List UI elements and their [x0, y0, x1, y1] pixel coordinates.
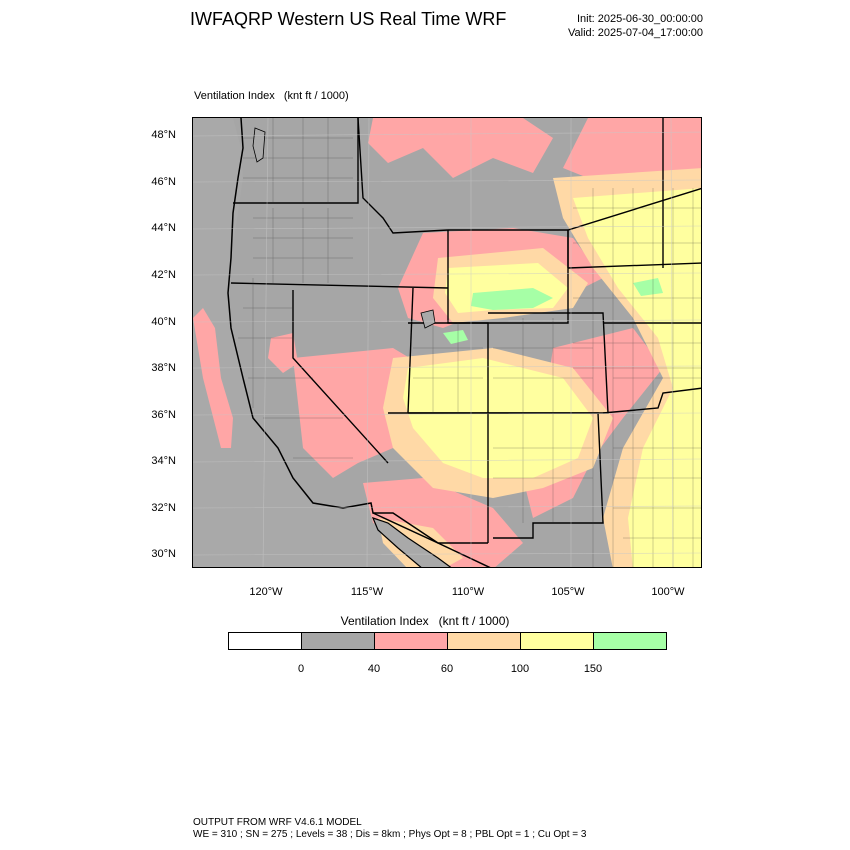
lon-label-115w: 115°W	[350, 586, 384, 598]
map-svg	[193, 118, 701, 567]
colorbar-tick-150: 150	[583, 663, 603, 675]
border-or-ca-nv-id	[230, 282, 449, 289]
lat-label-36n: 36°N	[151, 409, 176, 421]
state-boundaries	[230, 118, 701, 544]
lat-label-34n: 34°N	[151, 455, 176, 467]
map-panel	[192, 117, 702, 568]
lon-label-110w: 110°W	[451, 586, 485, 598]
colorbar-box-0-40	[301, 632, 375, 650]
colorbar-box-40-60	[374, 632, 448, 650]
graticule	[193, 118, 701, 567]
colorbar-box-60-100	[447, 632, 521, 650]
model-info-line-1: OUTPUT FROM WRF V4.6.1 MODEL	[193, 817, 362, 828]
model-info-line-2: WE = 310 ; SN = 275 ; Levels = 38 ; Dis …	[193, 829, 587, 840]
border-nv-ca	[292, 290, 389, 464]
puget-sound	[252, 127, 266, 163]
lon-label-100w: 100°W	[651, 586, 685, 598]
border-wy	[447, 230, 569, 324]
lon-label-105w: 105°W	[551, 586, 585, 598]
border-nv-ut	[407, 287, 414, 414]
pink-zone-north	[368, 118, 553, 178]
vi-150-plus-zones	[443, 278, 663, 344]
map-subtitle: Ventilation Index (knt ft / 1000)	[194, 90, 349, 102]
county-lines-new-mexico	[493, 413, 593, 523]
graticule-lat	[193, 131, 701, 556]
great-salt-lake	[420, 309, 436, 329]
chart-title: IWFAQRP Western US Real Time WRF	[190, 9, 507, 29]
tan-zone-south	[378, 518, 463, 567]
border-id-mt	[357, 118, 449, 234]
lat-label-30n: 30°N	[151, 548, 176, 560]
border-nm	[488, 412, 604, 539]
colorbar-tick-100: 100	[510, 663, 530, 675]
lat-label-42n: 42°N	[151, 269, 176, 281]
graticule-lon	[262, 118, 674, 567]
valid-time: Valid: 2025-07-04_17:00:00	[568, 27, 703, 39]
lat-label-32n: 32°N	[151, 502, 176, 514]
gulf-of-california	[371, 517, 452, 567]
lat-label-38n: 38°N	[151, 362, 176, 374]
county-lines-washington	[243, 118, 353, 203]
county-lines-utah	[413, 323, 483, 413]
border-wa-or-id	[233, 118, 359, 204]
green-zone-nebraska	[633, 278, 663, 296]
county-boundaries	[238, 118, 701, 567]
county-lines-colorado	[493, 318, 593, 413]
colorbar-box-100-150	[520, 632, 594, 650]
county-lines-oregon	[253, 208, 353, 283]
border-tx-ok	[602, 387, 701, 414]
colorbar-tick-60: 60	[440, 663, 454, 675]
colorbar-tick-40: 40	[367, 663, 381, 675]
colorbar-box-150-plus	[593, 632, 667, 650]
county-lines-plains	[573, 188, 701, 567]
lat-label-44n: 44°N	[151, 222, 176, 234]
lat-label-40n: 40°N	[151, 316, 176, 328]
colorbar-box-below-0	[228, 632, 302, 650]
colorbar-tick-0: 0	[297, 663, 305, 675]
lon-label-120w: 120°W	[249, 586, 283, 598]
yellow-zone-plains	[573, 188, 701, 567]
coastline	[227, 118, 491, 567]
init-time: Init: 2025-06-30_00:00:00	[577, 13, 703, 25]
green-zone-wyoming	[471, 288, 553, 310]
green-zone-utah	[443, 330, 468, 344]
pink-zone-mountain	[268, 333, 298, 373]
border-plains	[567, 262, 701, 269]
lat-label-48n: 48°N	[151, 129, 176, 141]
legend-title: Ventilation Index (knt ft / 1000)	[340, 614, 510, 628]
pink-zone-coast	[193, 308, 233, 448]
lat-label-46n: 46°N	[151, 176, 176, 188]
pink-zone-southwest	[363, 478, 523, 567]
